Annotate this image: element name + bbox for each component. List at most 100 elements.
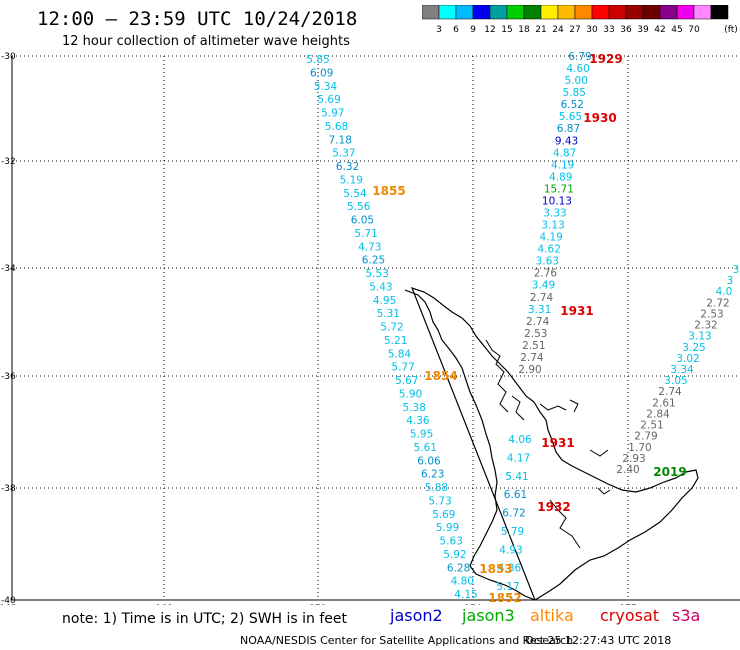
scale-label: 27 [569, 25, 580, 35]
track-value: 6.52 [561, 99, 584, 111]
track-value: 5.68 [325, 121, 348, 133]
track-value: 4.60 [566, 63, 589, 75]
track-value: 3.31 [528, 304, 551, 316]
lon-label: 171 [309, 604, 326, 605]
track-value: 2.74 [520, 352, 544, 364]
track-value: 2.51 [640, 420, 663, 432]
track-value: 7.18 [329, 134, 352, 146]
lat-label: -34 [1, 264, 16, 274]
track-value: 6.79 [568, 51, 591, 63]
track-value: 5.69 [317, 94, 340, 106]
track-value: 5.85 [306, 54, 329, 66]
scale-label: 9 [470, 25, 476, 35]
track-value: 5.41 [505, 471, 528, 483]
track-value: 5.19 [340, 174, 363, 186]
lon-label: 165 [0, 604, 17, 605]
track-value: 3 [733, 264, 740, 276]
scale-label: 3 [436, 25, 442, 35]
scale-label: 36 [620, 25, 632, 35]
map-grid [12, 55, 740, 600]
track-value: 4.62 [538, 244, 561, 256]
axis-labels-layer: -30 -32 -34 -36 -38 -40165 168 171 174 177 [0, 52, 637, 605]
track-value: 5.17 [496, 581, 519, 593]
track-value: 5.92 [443, 549, 466, 561]
track-value: 5.65 [559, 111, 582, 123]
track-value: 4.89 [549, 171, 572, 183]
track-value: 4.36 [498, 563, 522, 575]
track-value: 5.38 [403, 402, 426, 414]
track-value: 5.71 [354, 228, 377, 240]
track-value: 5.00 [564, 75, 587, 87]
track-value: 3.63 [536, 256, 559, 268]
track-value: 2.61 [652, 397, 675, 409]
lon-label: 177 [619, 604, 636, 605]
track-value: 6.05 [351, 215, 374, 227]
coastline-detail [485, 339, 611, 549]
track-value: 3.33 [543, 208, 566, 220]
scale-unit: (ft) [724, 25, 738, 35]
time-label: 1855 [372, 184, 405, 198]
track-value: 2.53 [700, 308, 723, 320]
track-value: 2.93 [622, 453, 645, 465]
track-value: 6.72 [502, 508, 525, 520]
track-value: 6.28 [447, 562, 470, 574]
track-value: 5.67 [395, 375, 418, 387]
legend-cryosat: cryosat [600, 606, 660, 625]
scale-label: 30 [586, 25, 598, 35]
legend-altika: altika [530, 606, 574, 625]
track-value: 3.13 [541, 220, 564, 232]
track-value: 3 [727, 275, 734, 287]
track-value: 3.02 [676, 353, 699, 365]
scale-label: 39 [637, 25, 649, 35]
track-value: 4.87 [553, 147, 576, 159]
track-value: 5.77 [391, 362, 414, 374]
scale-label: 24 [552, 25, 564, 35]
track-value: 5.61 [414, 442, 437, 454]
legend-jason3: jason3 [462, 606, 515, 625]
scale-label: 6 [453, 25, 459, 35]
track-value: 4.19 [551, 159, 574, 171]
scale-label: 33 [603, 25, 614, 35]
lon-label: 168 [155, 604, 172, 605]
track-value: 2.76 [534, 268, 558, 280]
scale-label: 18 [518, 25, 530, 35]
track-value: 2.32 [694, 320, 717, 332]
scale-label: 12 [484, 25, 495, 35]
track-value: 4.17 [507, 452, 530, 464]
track-value: 2.74 [658, 386, 682, 398]
track-value: 5.85 [563, 87, 586, 99]
scale-label: 45 [671, 25, 682, 35]
track-value: 2.84 [646, 408, 670, 420]
lat-label: -30 [1, 52, 16, 62]
track-value: 5.97 [321, 108, 344, 120]
track-value: 4.95 [373, 295, 396, 307]
wave-height-map: 5.856.095.345.695.975.687.185.376.325.19… [0, 51, 740, 605]
track-value: 3.49 [532, 280, 555, 292]
color-scale: 3 6 9 12 15 18 21 24 27 30 33 36 39 42 45 70 (ft) [422, 5, 738, 35]
timestamp-text: Oct 25 12:27:43 UTC 2018 [525, 634, 672, 647]
track-value: 5.43 [369, 281, 392, 293]
track-value: 5.69 [432, 509, 455, 521]
track-value: 5.34 [314, 81, 338, 93]
time-label: 1931 [560, 304, 593, 318]
track-value: 4.93 [499, 544, 522, 556]
track-value: 5.79 [501, 526, 524, 538]
time-label: 1932 [537, 500, 570, 514]
time-label: 2019 [653, 465, 686, 479]
track-value: 5.54 [343, 188, 367, 200]
time-label: 1929 [589, 52, 622, 66]
scale-swatch [710, 5, 729, 20]
time-label: 1931 [541, 436, 574, 450]
tracks-layer: 5.856.095.345.695.975.687.185.376.325.19… [306, 51, 739, 601]
track-value: 2.79 [634, 431, 657, 443]
track-value: 5.88 [425, 482, 448, 494]
track-value: 2.53 [524, 328, 547, 340]
track-value: 5.73 [428, 495, 451, 507]
track-value: 9.43 [555, 135, 578, 147]
track-value: 5.53 [366, 268, 389, 280]
time-labels-layer: 1929 1930 1855 1931 1854 1931 2019 1932 1853 1852 [372, 52, 686, 605]
legend-jason2: jason2 [390, 606, 443, 625]
page-subtitle: 12 hour collection of altimeter wave hei… [62, 34, 350, 49]
track-value: 4.73 [358, 241, 381, 253]
track-value: 3.25 [682, 342, 705, 354]
